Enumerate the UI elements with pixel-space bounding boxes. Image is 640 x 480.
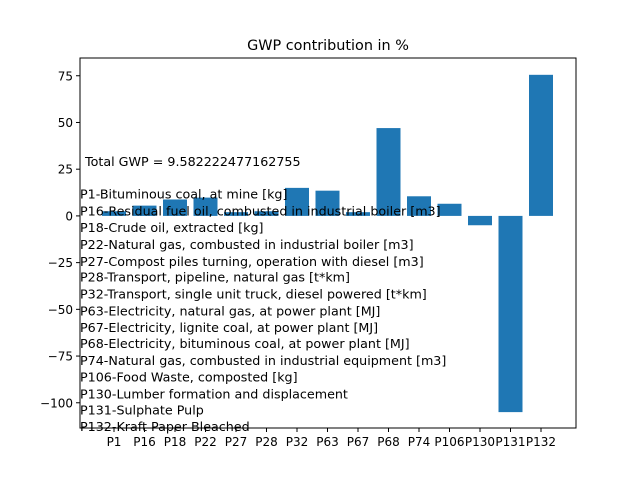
x-tick-label: P131	[495, 435, 525, 449]
annotation-label: P68-Electricity, bituminous coal, at pow…	[80, 336, 410, 351]
x-tick-label: P106	[434, 435, 464, 449]
annotation-label: P16-Residual fuel oil, combusted in indu…	[80, 203, 441, 218]
x-tick-label: P18	[164, 435, 187, 449]
bar	[376, 128, 401, 216]
y-tick-label: 0	[65, 209, 73, 223]
y-tick-label: 25	[58, 163, 73, 177]
bar	[102, 211, 126, 216]
x-tick-label: P1	[107, 435, 122, 449]
annotation-label: P1-Bituminous coal, at mine [kg]	[80, 186, 287, 201]
bar	[254, 211, 279, 216]
bar	[437, 203, 462, 216]
x-tick-label: P67	[347, 435, 370, 449]
x-tick-label: P28	[255, 435, 278, 449]
x-tick-label: P63	[316, 435, 339, 449]
bar	[224, 212, 248, 216]
y-tick-label: −50	[48, 303, 73, 317]
annotation-label: P27-Compost piles turning, operation wit…	[80, 254, 424, 269]
annotation-label: P132-Kraft Paper Bleached	[80, 419, 250, 434]
x-tick-label: P32	[286, 435, 309, 449]
y-tick-label: −100	[40, 396, 73, 410]
annotation-label: P130-Lumber formation and displacement	[80, 386, 348, 401]
annotation-label: P131-Sulphate Pulp	[80, 402, 204, 417]
bars-group	[102, 74, 553, 413]
x-tick-label: P132	[526, 435, 556, 449]
chart-title: GWP contribution in %	[247, 38, 409, 54]
annotation-label: P18-Crude oil, extracted [kg]	[80, 220, 263, 235]
x-tick-label: P27	[225, 435, 248, 449]
bar	[285, 187, 309, 216]
x-tick-label: P130	[465, 435, 495, 449]
annotation-label: P74-Natural gas, combusted in industrial…	[80, 353, 446, 368]
bar	[132, 205, 157, 216]
bar	[407, 196, 431, 216]
bar	[346, 212, 370, 216]
annotation-label: Total GWP = 9.582222477162755	[84, 154, 301, 169]
annotations-group: Total GWP = 9.582222477162755 P1-Bitumino…	[80, 154, 446, 434]
annotation-label: P28-Transport, pipeline, natural gas [t*…	[80, 270, 350, 285]
bar	[468, 215, 492, 226]
y-tick-label: −75	[48, 350, 73, 364]
annotation-label: P67-Electricity, lignite coal, at power …	[80, 320, 378, 335]
bar	[163, 199, 187, 216]
x-axis: P1 P16 P18 P22 P27 P28 P32 P63 P67 P68 P74 P106 P130…	[107, 428, 556, 449]
y-axis: −100 −75 −50 −25 0 25 50 75	[40, 69, 80, 410]
x-tick-label: P68	[377, 435, 400, 449]
plot-frame	[79, 57, 577, 429]
bar	[498, 215, 523, 413]
annotation-label: P63-Electricity, natural gas, at power p…	[80, 303, 380, 318]
annotation-label: P22-Natural gas, combusted in industrial…	[80, 237, 414, 252]
bar	[315, 190, 340, 216]
x-tick-label: P74	[408, 435, 431, 449]
y-tick-label: 75	[58, 69, 73, 83]
y-tick-label: −25	[48, 256, 73, 270]
annotation-label: P32-Transport, single unit truck, diesel…	[80, 286, 427, 301]
annotation-label: P106-Food Waste, composted [kg]	[80, 370, 298, 385]
y-tick-label: 50	[58, 116, 73, 130]
x-tick-label: P22	[194, 435, 217, 449]
bar	[529, 74, 553, 216]
bar	[193, 197, 218, 216]
x-tick-label: P16	[133, 435, 156, 449]
